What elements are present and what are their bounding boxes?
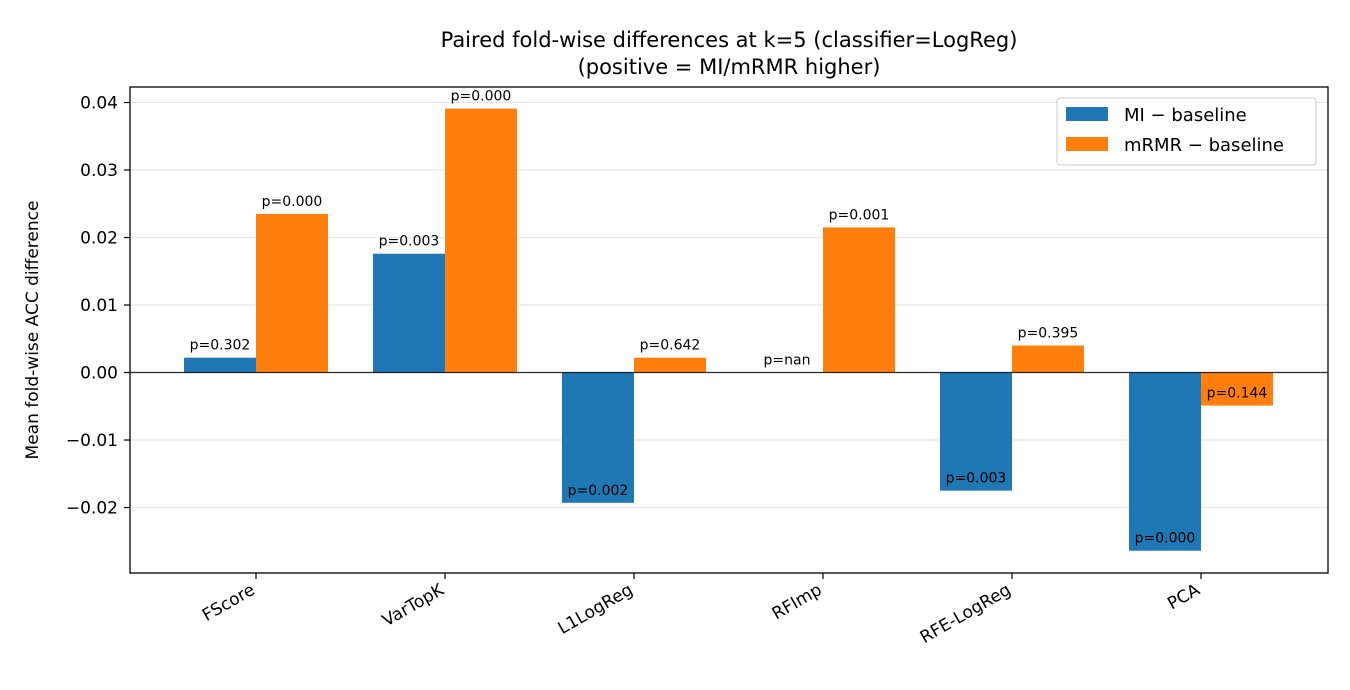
y-axis-label: Mean fold-wise ACC difference (23, 201, 43, 460)
p-value-label: p=0.144 (1207, 386, 1268, 402)
p-value-label: p=0.001 (829, 207, 890, 223)
bar (373, 253, 445, 373)
legend-box (1056, 97, 1317, 166)
p-value-label: p=0.000 (1135, 531, 1196, 547)
legend: MI − baseline mRMR − baseline (1056, 97, 1317, 166)
y-tick-label: 0.02 (80, 229, 118, 249)
x-tick-label: RFE-LogReg (917, 580, 1015, 648)
bar (1201, 372, 1273, 406)
p-value-label: p=0.642 (640, 338, 701, 354)
bar (1129, 372, 1201, 551)
p-value-labels: p=0.302 p=0.003 p=0.002 p=nan p=0.003 p=0.000… (190, 89, 1268, 547)
y-tick-label: −0.02 (66, 499, 118, 519)
bar (1012, 345, 1084, 373)
bar (562, 372, 634, 503)
p-value-label: p=0.003 (946, 471, 1007, 487)
p-value-label: p=0.002 (568, 483, 629, 499)
legend-swatch (1066, 107, 1108, 121)
x-tick-label: PCA (1164, 580, 1204, 614)
bar (256, 213, 328, 373)
x-tick-label: L1LogReg (555, 580, 637, 639)
p-value-label: p=nan (764, 353, 811, 369)
y-tick-label: −0.01 (66, 431, 118, 451)
x-tick-label: FScore (199, 580, 258, 626)
y-tick-label: 0.04 (80, 94, 118, 114)
chart-title: Paired fold-wise differences at k=5 (cla… (441, 28, 1018, 52)
legend-swatch (1066, 137, 1108, 151)
p-value-label: p=0.302 (190, 338, 251, 354)
y-tick-label: 0.03 (80, 161, 118, 181)
p-value-label: p=0.003 (379, 234, 440, 250)
bar (940, 372, 1012, 491)
bar (445, 108, 517, 373)
y-tick-label: 0.00 (80, 364, 118, 384)
legend-label: mRMR − baseline (1124, 135, 1284, 156)
x-axis: FScore VarTopK L1LogReg RFImp RFE-LogReg PCA (199, 573, 1204, 648)
p-value-label: p=0.395 (1018, 326, 1079, 342)
p-value-label: p=0.000 (451, 89, 512, 105)
plot-frame (129, 86, 1329, 574)
x-tick-label: RFImp (769, 580, 826, 624)
bars (184, 108, 1273, 551)
bar (634, 357, 706, 373)
chart-subtitle: (positive = MI/mRMR higher) (578, 55, 881, 79)
bar (823, 227, 895, 373)
bar (184, 357, 256, 373)
legend-label: MI − baseline (1124, 105, 1247, 126)
x-tick-label: VarTopK (379, 580, 448, 632)
p-value-label: p=0.000 (262, 194, 323, 210)
y-tick-label: 0.01 (80, 296, 118, 316)
y-axis: −0.02 −0.01 0.00 0.01 0.02 0.03 0.04 (66, 94, 130, 519)
